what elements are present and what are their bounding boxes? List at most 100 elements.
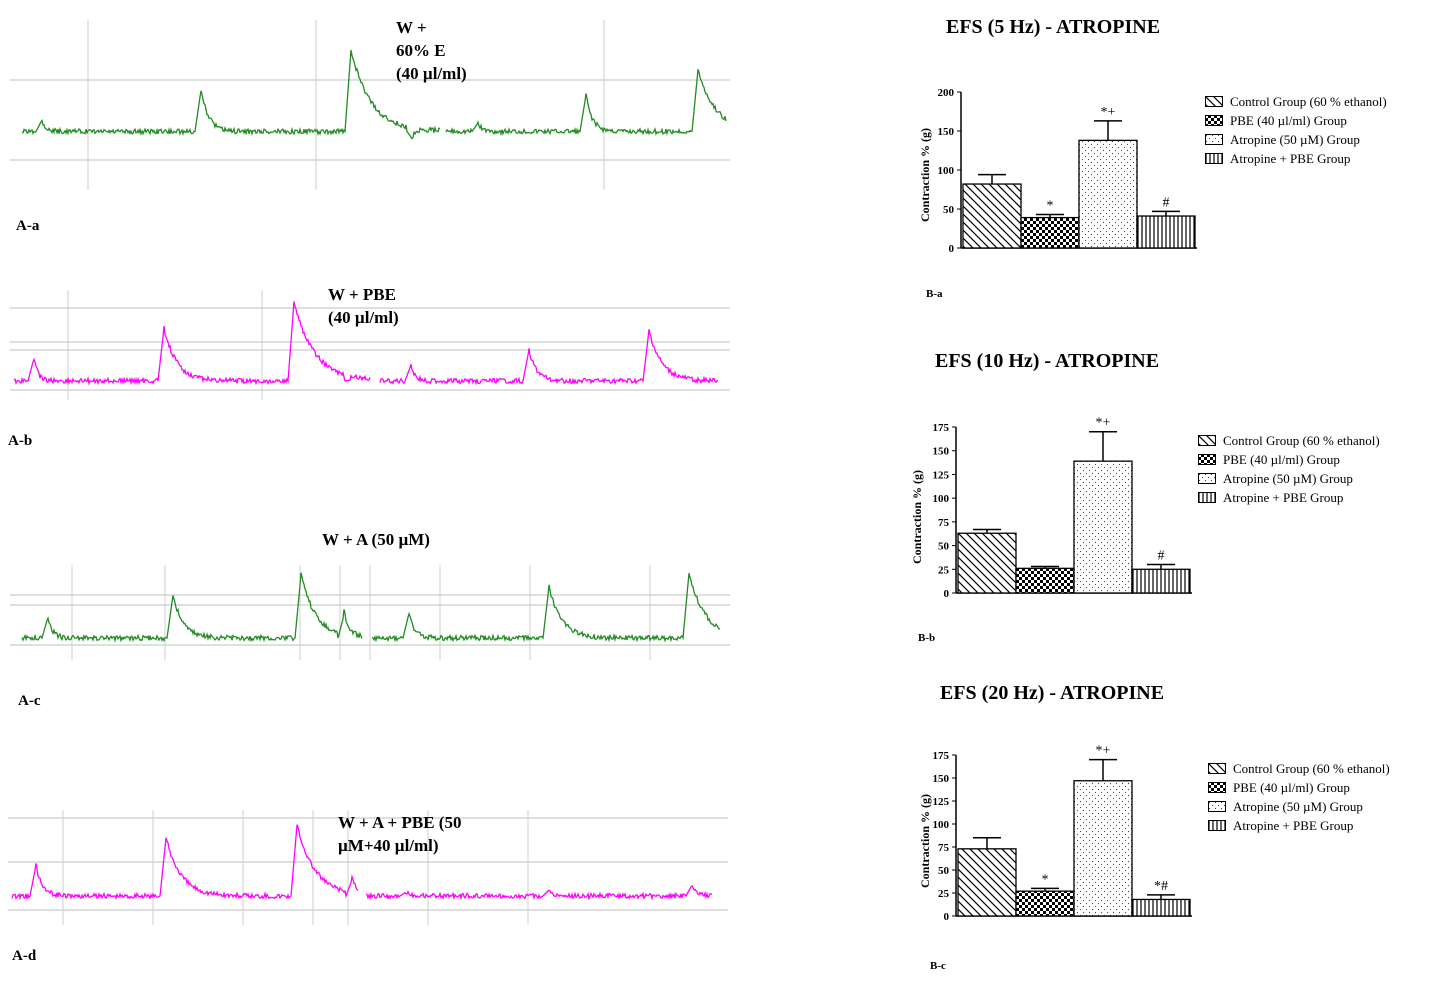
y-tick-label: 75 (938, 842, 950, 854)
legend-swatch (1208, 801, 1226, 812)
bar (1020, 216, 1080, 249)
y-tick-label: 150 (933, 446, 950, 458)
panel-label-a-a: A-a (16, 218, 40, 234)
trace-title-line: (40 µl/ml) (396, 64, 467, 83)
legend: Control Group (60 % ethanol) PBE (40 µl/m… (1205, 92, 1387, 168)
bar-chart-a: 0 50 100 150 200 * *+ # (938, 87, 1197, 255)
trace-title-c: W + A (50 µM) (322, 528, 430, 551)
bar (1073, 460, 1133, 594)
trace-line (445, 69, 727, 137)
y-tick-label: 0 (944, 588, 950, 600)
chart-title: EFS (20 Hz) - ATROPINE (940, 682, 1165, 704)
legend-label: PBE (40 µl/ml) Group (1233, 779, 1350, 795)
y-tick-label: 75 (938, 517, 950, 529)
legend-item: PBE (40 µl/ml) Group (1205, 111, 1387, 130)
trace-title-line: 60% E (396, 41, 446, 60)
trace-title-line: W + (396, 18, 427, 37)
bar (1136, 215, 1196, 249)
legend: Control Group (60 % ethanol) PBE (40 µl/m… (1208, 759, 1390, 835)
legend-label: Atropine (50 µM) Group (1233, 798, 1363, 814)
significance-label: # (1158, 549, 1165, 564)
trace-plot-d (8, 810, 728, 925)
legend-label: Atropine + PBE Group (1233, 817, 1354, 833)
y-tick-label: 100 (933, 819, 950, 831)
y-tick-label: 100 (938, 165, 955, 177)
trace-line (365, 884, 713, 901)
legend-item: Atropine + PBE Group (1205, 149, 1387, 168)
chart-title: EFS (5 Hz) - ATROPINE (946, 16, 1161, 38)
trace-plot-c (10, 565, 730, 660)
y-tick-label: 50 (943, 204, 955, 216)
legend-item: Control Group (60 % ethanol) (1208, 759, 1390, 778)
panel-label-b-b: B-b (918, 632, 936, 644)
trace-line (379, 329, 719, 386)
trace-title-line: W + A (50 µM) (322, 530, 430, 549)
legend-item: Control Group (60 % ethanol) (1205, 92, 1387, 111)
panel-label-b-a: B-a (926, 288, 943, 300)
legend-label: PBE (40 µl/ml) Group (1223, 451, 1340, 467)
legend-swatch (1198, 473, 1216, 484)
bar-chart-b: 0 25 50 75 100 125 150 175 *+ # (933, 416, 1192, 600)
y-tick-label: 50 (938, 865, 950, 877)
y-tick-label: 125 (933, 469, 950, 481)
legend: Control Group (60 % ethanol) PBE (40 µl/m… (1198, 431, 1380, 507)
legend-swatch (1208, 763, 1226, 774)
legend-swatch (1198, 454, 1216, 465)
chart-title: EFS (10 Hz) - ATROPINE (935, 350, 1160, 372)
significance-label: *# (1154, 879, 1168, 894)
bar (1078, 139, 1138, 249)
y-tick-label: 150 (938, 126, 955, 138)
y-tick-label: 150 (933, 773, 950, 785)
legend-swatch (1205, 153, 1223, 164)
trace-line (11, 824, 359, 901)
legend-swatch (1205, 115, 1223, 126)
y-tick-label: 25 (938, 564, 950, 576)
legend-swatch (1205, 96, 1223, 107)
y-tick-label: 25 (938, 888, 950, 900)
legend-swatch (1205, 134, 1223, 145)
legend-item: Atropine (50 µM) Group (1205, 130, 1387, 149)
legend-label: Control Group (60 % ethanol) (1233, 760, 1390, 776)
trace-title-line: W + PBE (328, 285, 396, 304)
trace-title-line: µM+40 µl/ml) (338, 836, 439, 855)
y-tick-label: 175 (933, 422, 950, 434)
legend-item: Control Group (60 % ethanol) (1198, 431, 1380, 450)
legend-label: Control Group (60 % ethanol) (1223, 432, 1380, 448)
significance-label: # (1163, 195, 1170, 210)
y-tick-label: 0 (944, 911, 950, 923)
trace-title-d: W + A + PBE (50 µM+40 µl/ml) (338, 811, 461, 857)
trace-line (21, 49, 440, 140)
trace-title-line: (40 µl/ml) (328, 308, 399, 327)
trace-line (21, 572, 363, 643)
legend-swatch (1198, 435, 1216, 446)
y-tick-label: 200 (938, 87, 955, 99)
panel-label-b-c: B-c (930, 960, 946, 972)
y-tick-label: 50 (938, 541, 950, 553)
bar (957, 532, 1017, 594)
y-tick-label: 100 (933, 493, 950, 505)
bar (1073, 780, 1133, 917)
bar (957, 848, 1017, 917)
panel-label-a-b: A-b (8, 433, 33, 449)
legend-item: Atropine + PBE Group (1208, 816, 1390, 835)
legend-label: Atropine + PBE Group (1223, 489, 1344, 505)
legend-label: Atropine + PBE Group (1230, 150, 1351, 166)
legend-item: Atropine (50 µM) Group (1208, 797, 1390, 816)
bar-chart-c: 0 25 50 75 100 125 150 175 * *+ *# (933, 744, 1192, 923)
trace-plot-a (10, 20, 730, 190)
legend-label: Atropine (50 µM) Group (1223, 470, 1353, 486)
bar (962, 183, 1022, 249)
legend-label: Atropine (50 µM) Group (1230, 131, 1360, 147)
panel-label-a-d: A-d (12, 948, 37, 964)
trace-title-b: W + PBE (40 µl/ml) (328, 283, 399, 329)
significance-label: * (1042, 872, 1049, 887)
legend-label: Control Group (60 % ethanol) (1230, 93, 1387, 109)
significance-label: *+ (1101, 105, 1116, 120)
bar (1131, 568, 1191, 594)
trace-line (371, 573, 721, 643)
legend-swatch (1198, 492, 1216, 503)
legend-item: PBE (40 µl/ml) Group (1208, 778, 1390, 797)
bar (1131, 898, 1191, 917)
trace-title-a: W + 60% E (40 µl/ml) (396, 16, 467, 85)
y-tick-label: 0 (949, 243, 955, 255)
